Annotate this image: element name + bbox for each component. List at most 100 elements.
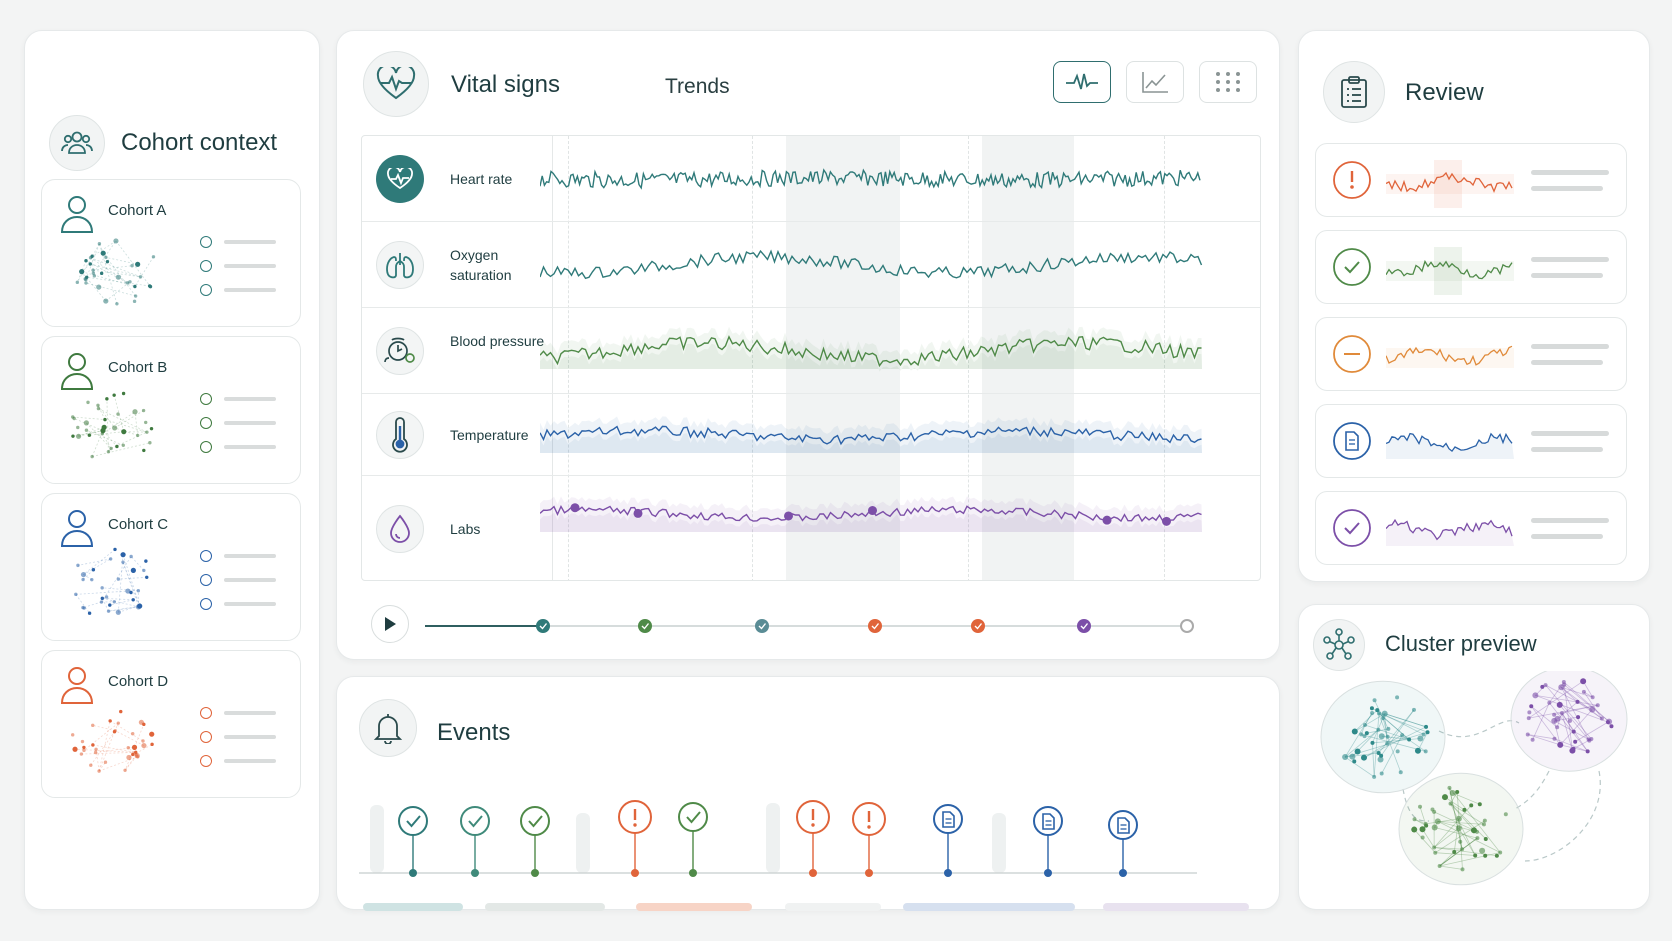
legend-row xyxy=(200,707,276,719)
legend-row xyxy=(200,417,276,429)
timeline-marker[interactable] xyxy=(755,619,769,633)
cohort-name: Cohort C xyxy=(108,516,169,533)
blood-pressure-icon xyxy=(376,327,424,375)
review-sparkline xyxy=(1386,160,1514,208)
timeline-marker[interactable] xyxy=(1180,619,1194,633)
event-range-bar xyxy=(1103,903,1249,911)
grid-dots-button[interactable] xyxy=(1199,61,1257,103)
network-icon xyxy=(1313,619,1365,671)
check-leaf-event-icon[interactable] xyxy=(520,806,550,877)
document-event-icon[interactable] xyxy=(933,804,963,877)
person-icon xyxy=(60,353,94,390)
vital-row[interactable]: Oxygen saturation xyxy=(362,222,1260,308)
check-icon xyxy=(1333,248,1371,286)
vital-row[interactable]: Heart rate xyxy=(362,136,1260,222)
vital-label: Blood pressure xyxy=(450,333,545,349)
review-item[interactable] xyxy=(1315,404,1627,478)
document-icon xyxy=(1333,422,1371,460)
timeline-marker[interactable] xyxy=(638,619,652,633)
person-icon xyxy=(60,510,94,547)
cluster-node-group[interactable] xyxy=(1398,772,1524,886)
waveform-view-icon xyxy=(1066,73,1098,90)
review-panel-title: Review xyxy=(1405,79,1484,106)
review-item[interactable] xyxy=(1315,143,1627,217)
cluster-node-group[interactable] xyxy=(1510,671,1628,772)
timeline-marker[interactable] xyxy=(536,619,550,633)
cluster-panel-title: Cluster preview xyxy=(1385,631,1537,656)
check-event-icon[interactable] xyxy=(398,806,428,877)
heart-pulse-icon xyxy=(363,51,429,117)
alert-icon xyxy=(1333,161,1371,199)
cohort-card[interactable]: Cohort A xyxy=(41,179,301,327)
event-range-bar xyxy=(903,903,1075,911)
vital-label: Temperature xyxy=(450,427,529,443)
play-icon xyxy=(385,617,396,631)
review-sparkline xyxy=(1386,345,1514,368)
event-range-bar xyxy=(363,903,463,911)
vital-row[interactable]: Temperature xyxy=(362,394,1260,476)
cohort-card[interactable]: Cohort D xyxy=(41,650,301,798)
vital-trend-line xyxy=(540,249,1203,280)
event-range-bar xyxy=(636,903,752,911)
cohort-card[interactable]: Cohort B xyxy=(41,336,301,484)
cohort-name: Cohort B xyxy=(108,359,168,376)
waveform-view-button[interactable] xyxy=(1053,61,1111,103)
legend-row xyxy=(200,236,276,248)
legend-row xyxy=(200,284,276,296)
vital-trend-line xyxy=(540,326,1202,372)
timeline-marker[interactable] xyxy=(868,619,882,633)
vitals-chart-area: Heart rate Oxygen saturation Blood press… xyxy=(361,135,1261,581)
timeline-marker[interactable] xyxy=(971,619,985,633)
events-timeline xyxy=(359,800,1249,911)
alert-event-icon[interactable] xyxy=(618,800,652,877)
event-range-bar xyxy=(485,903,605,911)
vital-label: Oxygen saturation xyxy=(450,247,512,283)
check-leaf-event-icon[interactable] xyxy=(460,806,490,877)
person-icon xyxy=(60,667,94,704)
line-chart-button[interactable] xyxy=(1126,61,1184,103)
vitals-panel: Vital signs Trends Heart rate Oxygen sat… xyxy=(336,30,1280,660)
clipboard-icon xyxy=(1323,61,1385,123)
droplet-icon xyxy=(376,505,424,553)
cohort-network-graph xyxy=(74,547,149,615)
legend-row xyxy=(200,393,276,405)
vitals-subtitle: Trends xyxy=(665,75,730,98)
alert-event-icon[interactable] xyxy=(796,800,830,877)
review-sparkline xyxy=(1386,432,1514,459)
legend-row xyxy=(200,441,276,453)
vital-row[interactable]: Labs xyxy=(362,476,1260,580)
event-range-bar xyxy=(785,903,881,911)
review-sparkline xyxy=(1386,247,1514,295)
vital-trend-line xyxy=(540,168,1201,190)
cohort-name: Cohort D xyxy=(108,673,169,690)
cluster-preview-graph[interactable] xyxy=(1299,671,1651,907)
legend-row xyxy=(200,731,276,743)
playback-timeline[interactable] xyxy=(425,611,1255,641)
grid-dots-icon xyxy=(1216,72,1240,92)
review-item[interactable] xyxy=(1315,317,1627,391)
document-event-icon[interactable] xyxy=(1108,810,1138,877)
play-button[interactable] xyxy=(371,605,409,643)
review-item[interactable] xyxy=(1315,491,1627,565)
lungs-icon xyxy=(376,241,424,289)
alert-event-icon[interactable] xyxy=(852,802,886,877)
cluster-node-group[interactable] xyxy=(1320,680,1446,794)
person-icon xyxy=(60,196,94,233)
bell-icon xyxy=(359,699,417,757)
document-event-icon[interactable] xyxy=(1033,806,1063,877)
check-event-icon[interactable] xyxy=(678,802,708,877)
cohort-name: Cohort A xyxy=(108,202,167,219)
events-panel: Events xyxy=(336,676,1280,911)
cohort-panel: Cohort context Cohort A Cohort B Cohort … xyxy=(24,30,320,910)
cohort-network-graph xyxy=(70,709,155,773)
cluster-panel: Cluster preview xyxy=(1298,604,1650,910)
review-item[interactable] xyxy=(1315,230,1627,304)
timeline-marker[interactable] xyxy=(1077,619,1091,633)
minus-icon xyxy=(1333,335,1371,373)
heart-pulse-icon xyxy=(376,155,424,203)
legend-row xyxy=(200,260,276,272)
cohort-card[interactable]: Cohort C xyxy=(41,493,301,641)
review-sparkline xyxy=(1386,518,1514,546)
line-chart-icon xyxy=(1142,72,1168,93)
vital-row[interactable]: Blood pressure xyxy=(362,308,1260,394)
